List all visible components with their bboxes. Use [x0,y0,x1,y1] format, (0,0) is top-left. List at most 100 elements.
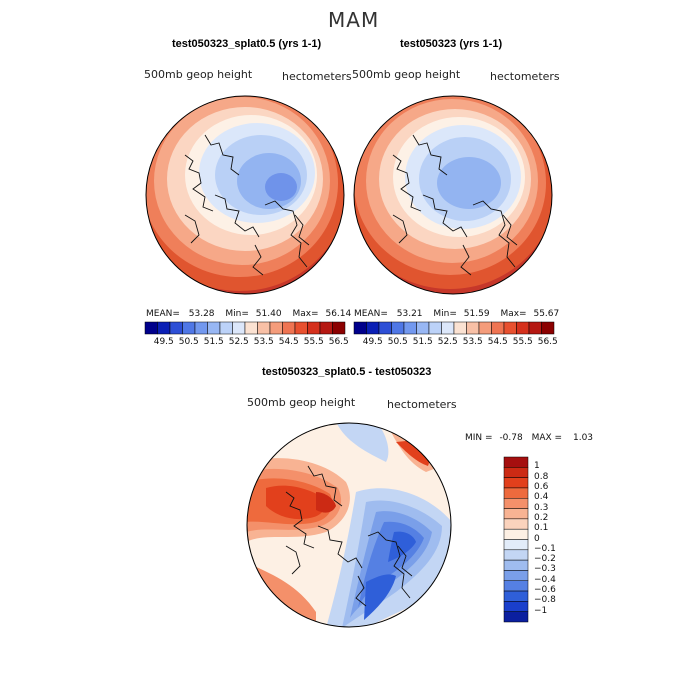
colorbar-tick-label: −0.4 [534,574,556,585]
map-diff [246,422,452,628]
map-boundary [145,95,345,295]
panel2-min-label: Min= [433,309,457,319]
colorbar-diff [503,456,529,623]
colorbar-swatch [294,321,308,335]
colorbar-tick-label: 52.5 [228,337,249,347]
colorbar-swatch [503,590,529,602]
colorbar-tick-label: 51.5 [412,337,433,347]
colorbar-swatch [503,467,529,478]
colorbar-tick-label: −0.6 [534,585,556,596]
colorbar-tick-label: 0.2 [534,512,549,523]
panel2-mean-value: 53.21 [396,309,423,319]
contour-fill [336,423,389,462]
colorbar-tick-label: −0.8 [534,595,556,606]
colorbar-swatch [353,321,367,335]
colorbar-swatch [541,321,555,335]
map-boundary [246,422,452,628]
colorbar-swatch [503,611,529,623]
colorbar-tick-label: −1 [534,605,548,616]
diff-units-label: hectometers [387,398,457,411]
colorbar-tick-label: −0.3 [534,564,556,575]
colorbar-tick-label: 0 [534,533,540,544]
colorbar-tick-label: 0.1 [534,523,549,534]
colorbar-swatch [428,321,442,335]
panel2-variable-label: 500mb geop height [352,68,461,81]
colorbar-panel1 [144,321,346,335]
colorbar-tick-label: 55.5 [512,337,533,347]
colorbar-tick-label: 49.5 [153,337,174,347]
map-panel1 [145,95,345,295]
colorbar-swatch [503,559,529,571]
colorbar-tick-label: 53.5 [253,337,274,347]
colorbar-tick-label: 53.5 [462,337,483,347]
panel2-mean-label: MEAN= [354,309,388,319]
diff-max-label: MAX = [531,433,563,443]
colorbar-swatch [503,539,529,551]
colorbar-tick-label: 49.5 [362,337,383,347]
colorbar-swatch [503,580,529,592]
panel2-min-value: 51.59 [463,309,490,319]
panel2-max-label: Max= [500,309,527,319]
colorbar-swatch [503,487,529,499]
colorbar-swatch [219,321,233,335]
panel1-mean-label: MEAN= [146,309,180,319]
panel1-stats: MEAN= 53.28 Min= 51.40 Max= 56.14 [146,309,351,319]
colorbar-swatch [157,321,171,335]
colorbar-tick-label: 55.5 [303,337,324,347]
colorbar-tick-label: −0.1 [534,543,556,554]
diff-title: test050323_splat0.5 - test050323 [262,366,432,378]
colorbar-swatch [403,321,417,335]
coastline [184,134,310,276]
panel1-min-label: Min= [225,309,249,319]
colorbar-swatch [194,321,208,335]
colorbar-swatch [503,477,529,489]
colorbar-swatch [269,321,283,335]
contour-fill [266,485,326,520]
coastline [392,134,518,276]
colorbar-tick-label: 0.4 [534,492,549,503]
contour-fill [265,173,297,201]
colorbar-swatch [282,321,296,335]
colorbar-swatch [503,518,529,530]
colorbar-swatch [466,321,480,335]
panel2-stats: MEAN= 53.21 Min= 51.59 Max= 55.67 [354,309,559,319]
colorbar-swatch [503,570,529,581]
colorbar-tick-label: 50.5 [387,337,408,347]
colorbar-swatch [332,321,346,335]
panel2-max-value: 55.67 [533,309,560,319]
colorbar-tick-label: 0.3 [534,502,549,513]
map-boundary [353,95,553,295]
colorbar-swatch [503,321,517,335]
colorbar-tick-label: 51.5 [203,337,224,347]
panel1-variable-label: 500mb geop height [144,68,253,81]
colorbar-tick-label: −0.2 [534,554,556,565]
colorbar-swatch [453,321,467,335]
colorbar-swatch [244,321,258,335]
diff-max-value: 1.03 [572,433,594,443]
colorbar-swatch [416,321,430,335]
diff-min-value: -0.78 [499,433,523,443]
colorbar-swatch [503,456,529,468]
colorbar-tick-label: 56.5 [328,337,349,347]
colorbar-swatch [441,321,455,335]
colorbar-tick-label: 0.6 [534,481,549,492]
panel1-max-value: 56.14 [325,309,352,319]
colorbar-swatch [257,321,271,335]
colorbar-swatch [378,321,392,335]
colorbar-tick-label: 0.8 [534,471,549,482]
colorbar-swatch [503,601,529,612]
colorbar-tick-label: 54.5 [278,337,299,347]
colorbar-tick-label: 50.5 [178,337,199,347]
coastline [285,465,413,607]
contour-fill [388,531,416,562]
colorbar-swatch [478,321,492,335]
diff-stats: MIN = -0.78 MAX = 1.03 [465,433,593,443]
panel1-max-label: Max= [292,309,319,319]
panel1-mean-value: 53.28 [188,309,215,319]
colorbar-tick-label: 56.5 [537,337,558,347]
colorbar-swatch [503,528,529,540]
map-panel2 [353,95,553,295]
colorbar-swatch [528,321,542,335]
colorbar-swatch [319,321,333,335]
colorbar-swatch [491,321,505,335]
